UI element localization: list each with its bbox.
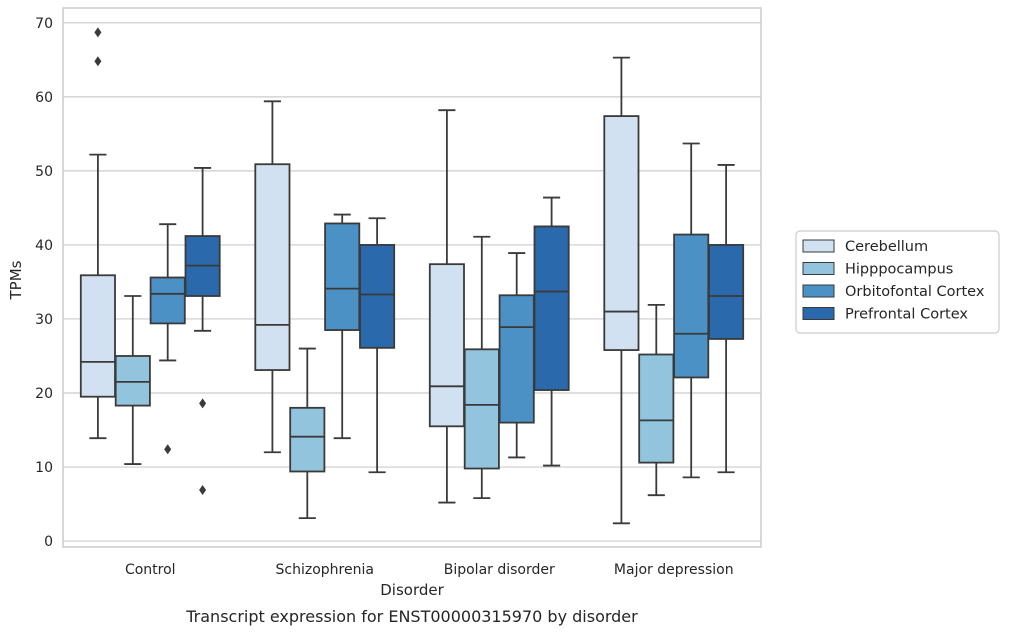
box-body: [324, 222, 361, 331]
box-1-0: [114, 295, 151, 465]
box-0-0: [79, 27, 116, 440]
x-tick-labels: Control Schizophrenia Bipolar disorder Majo…: [125, 562, 734, 578]
legend-label-1: Hipppocampus: [845, 262, 953, 278]
y-tick-50: 50: [35, 164, 53, 180]
outlier-0: [164, 444, 172, 455]
box-body: [359, 244, 396, 349]
x-tick-0: Control: [125, 562, 176, 578]
y-tick-60: 60: [35, 90, 53, 106]
series-1: [114, 235, 675, 520]
legend-label-2: Orbitofontal Cortex: [845, 284, 985, 300]
box-3-2: [533, 196, 570, 467]
legend-label-3: Prefrontal Cortex: [845, 307, 968, 323]
box-2-3: [673, 142, 710, 479]
y-tick-70: 70: [35, 16, 53, 32]
y-tick-30: 30: [35, 312, 53, 328]
legend-swatch-0: [802, 239, 835, 253]
legend: Cerebellum Hipppocampus Orbitofontal Corte…: [795, 230, 1000, 334]
x-tick-3: Major depression: [614, 562, 734, 578]
box-body: [638, 353, 675, 464]
box-body: [603, 115, 640, 351]
x-tick-2: Bipolar disorder: [444, 562, 555, 578]
legend-swatch-1: [802, 262, 835, 275]
box-2-0: [149, 223, 186, 455]
box-body: [533, 225, 570, 391]
box-1-1: [289, 347, 326, 520]
box-0-3: [603, 56, 640, 525]
box-body: [498, 294, 535, 424]
legend-label-0: Cerebellum: [845, 239, 928, 255]
series-2: [149, 142, 710, 479]
legend-frame: [795, 230, 1000, 334]
box-body: [673, 233, 710, 379]
box-body: [254, 163, 291, 371]
box-3-1: [359, 217, 396, 474]
series-3: [184, 164, 745, 495]
box-2-2: [498, 252, 535, 459]
outlier-0: [199, 398, 207, 409]
box-1-3: [638, 303, 675, 497]
legend-swatch-2: [802, 284, 835, 298]
y-tick-20: 20: [35, 386, 53, 402]
box-3-3: [708, 164, 745, 474]
box-body: [463, 348, 500, 470]
box-body: [428, 263, 465, 428]
chart-caption: Transcript expression for ENST0000031597…: [185, 607, 638, 626]
x-axis-label: Disorder: [380, 581, 444, 599]
y-tick-10: 10: [35, 460, 53, 476]
box-body: [79, 274, 116, 398]
box-body: [708, 244, 745, 340]
y-tick-0: 0: [44, 534, 53, 550]
box-0-2: [428, 109, 465, 504]
outlier-0: [94, 56, 102, 67]
box-0-1: [254, 100, 291, 454]
box-series: [79, 27, 745, 525]
legend-swatch-3: [802, 307, 835, 320]
x-tick-1: Schizophrenia: [276, 562, 374, 578]
y-tick-labels: 0 10 20 30 40 50 60 70: [35, 16, 53, 550]
box-3-0: [184, 167, 221, 495]
outlier-1: [94, 27, 102, 38]
outlier-1: [199, 484, 207, 495]
box-1-2: [463, 235, 500, 500]
y-axis-label: TPMs: [7, 260, 25, 300]
y-tick-40: 40: [35, 238, 53, 254]
plot-frame: [62, 7, 762, 548]
box-body: [289, 406, 326, 473]
box-body: [114, 355, 151, 407]
box-2-1: [324, 213, 361, 440]
series-0: [79, 27, 640, 525]
box-body: [149, 276, 186, 325]
